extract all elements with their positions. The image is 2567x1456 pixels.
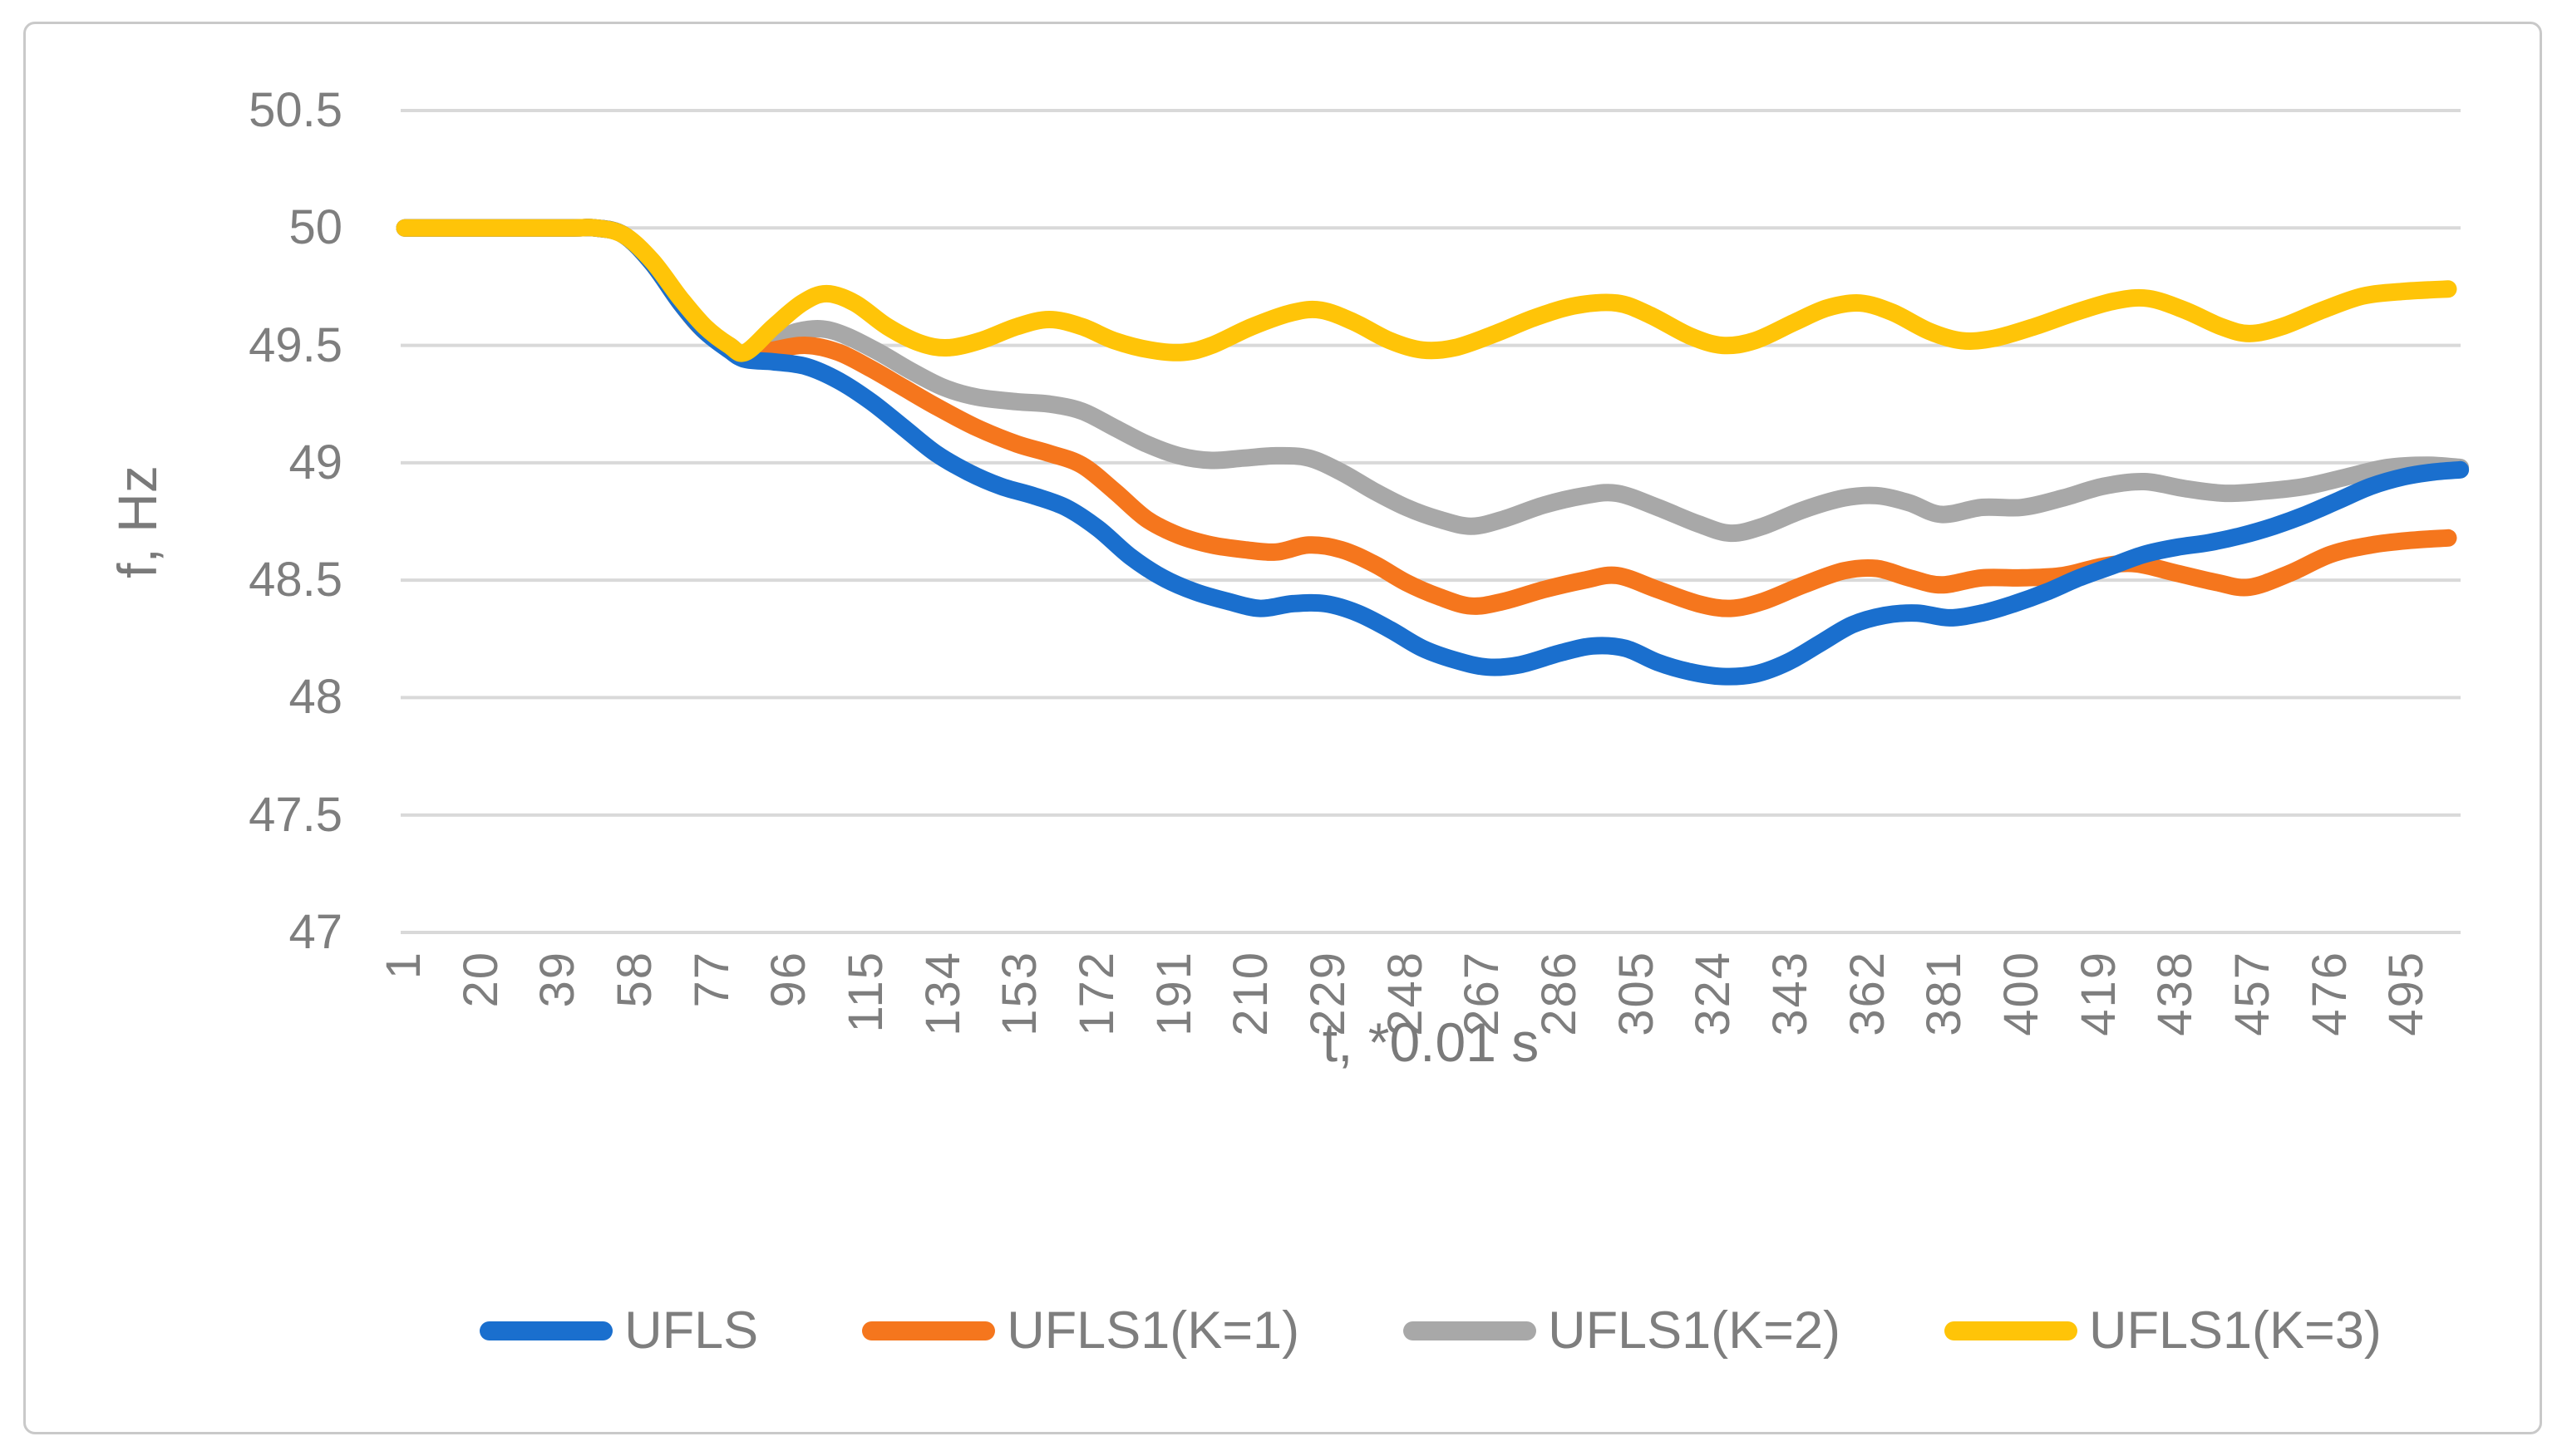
y-tick-label: 50.5 — [249, 83, 342, 137]
x-tick-label: 20 — [453, 951, 508, 1008]
x-tick-label: 153 — [993, 951, 1047, 1036]
legend-swatch-icon — [1944, 1321, 2077, 1340]
x-tick-label: 134 — [915, 951, 970, 1036]
legend-swatch-icon — [480, 1321, 613, 1340]
y-tick-label: 50 — [288, 200, 342, 255]
x-tick-label: 495 — [2379, 951, 2434, 1036]
series-line-UFLS — [396, 219, 2470, 686]
x-tick-label: 77 — [684, 951, 739, 1008]
x-tick-label: 210 — [1224, 951, 1279, 1036]
series-line-UFLS1(K=3) — [396, 219, 2457, 362]
x-tick-label: 457 — [2225, 951, 2279, 1036]
x-tick-label: 438 — [2148, 951, 2203, 1036]
gridlines — [401, 109, 2461, 934]
series-line-UFLS1(K=2) — [396, 219, 2470, 543]
x-tick-label: 172 — [1069, 951, 1124, 1036]
x-tick-label: 39 — [530, 951, 585, 1008]
series-lines — [396, 219, 2470, 686]
x-tick-label: 286 — [1531, 951, 1586, 1036]
y-tick-label: 49 — [288, 435, 342, 489]
y-tick-label: 49.5 — [249, 317, 342, 372]
legend-label: UFLS1(K=1) — [1007, 1301, 1300, 1360]
legend-label: UFLS1(K=3) — [2088, 1301, 2382, 1360]
legend-swatch-icon — [862, 1321, 996, 1340]
legend-label: UFLS1(K=2) — [1548, 1301, 1840, 1360]
chart-outer-border — [23, 22, 2542, 1434]
x-tick-label: 400 — [1993, 951, 2048, 1036]
y-tick-label: 48 — [288, 670, 342, 725]
x-tick-label: 324 — [1686, 951, 1741, 1036]
x-tick-label: 305 — [1609, 951, 1663, 1036]
x-tick-label: 343 — [1762, 951, 1817, 1036]
x-axis-title: t, *0.01 s — [1322, 1011, 1540, 1073]
legend: UFLS UFLS1(K=1) UFLS1(K=2) UFLS1(K=3) — [401, 1293, 2461, 1368]
x-tick-label: 58 — [607, 951, 662, 1008]
y-tick-label: 47.5 — [249, 787, 342, 842]
legend-label: UFLS — [624, 1301, 759, 1360]
x-tick-label: 1 — [377, 951, 431, 980]
legend-item-UFLS1(K=2): UFLS1(K=2) — [1403, 1301, 1840, 1360]
legend-swatch-icon — [1403, 1321, 1537, 1340]
x-tick-label: 96 — [761, 951, 816, 1008]
legend-item-UFLS1(K=1): UFLS1(K=1) — [862, 1301, 1299, 1360]
y-axis-title: f, Hz — [106, 465, 168, 578]
x-tick-label: 191 — [1146, 951, 1201, 1036]
legend-item-UFLS: UFLS — [480, 1301, 758, 1360]
x-tick-label: 362 — [1840, 951, 1894, 1036]
x-tick-label: 115 — [838, 951, 893, 1033]
x-tick-label: 381 — [1917, 951, 1972, 1036]
x-tick-label: 476 — [2302, 951, 2357, 1036]
legend-item-UFLS1(K=3): UFLS1(K=3) — [1944, 1301, 2382, 1360]
y-tick-label: 48.5 — [249, 553, 342, 607]
y-tick-label: 47 — [288, 905, 342, 959]
x-tick-label: 419 — [2071, 951, 2126, 1036]
